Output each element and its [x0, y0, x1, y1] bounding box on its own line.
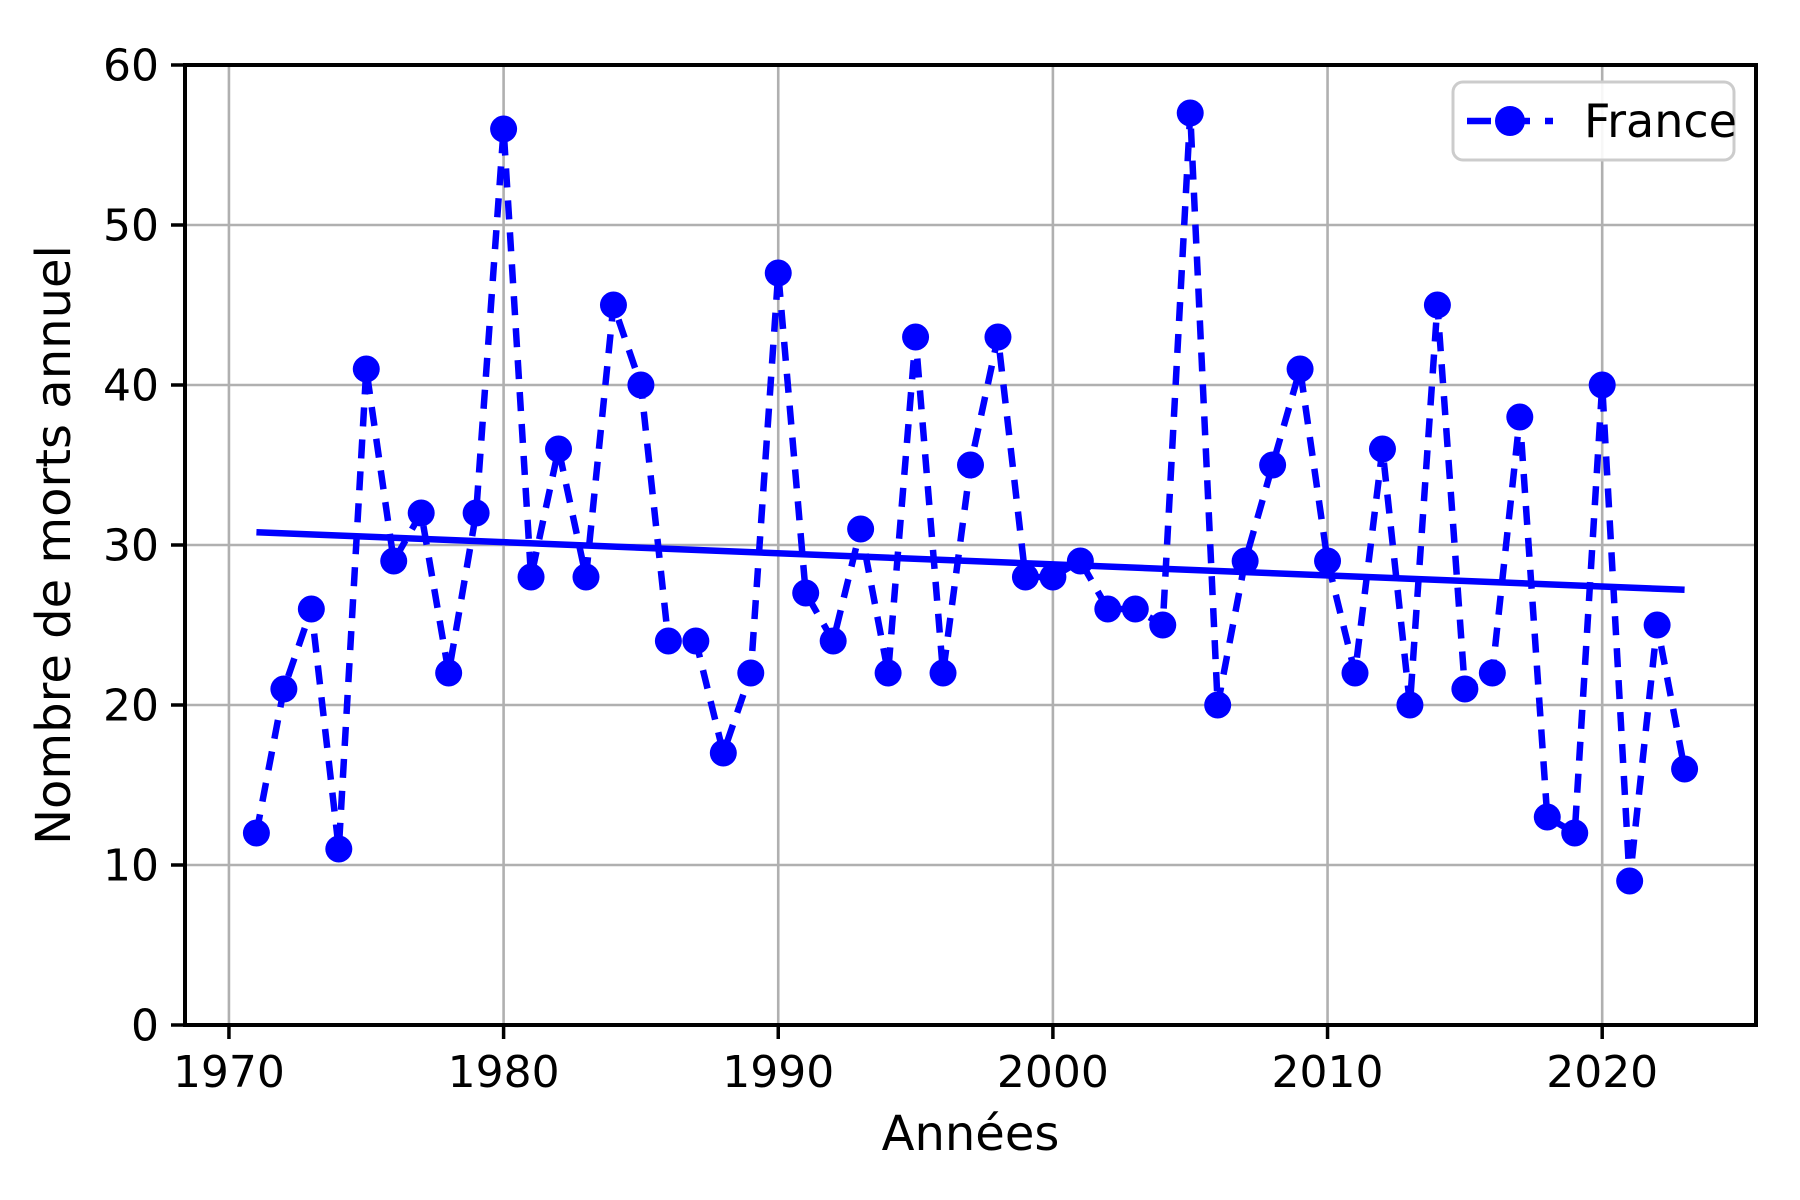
legend-label: France: [1584, 94, 1737, 148]
data-point-marker: [407, 499, 435, 527]
data-point-marker: [1671, 755, 1699, 783]
data-point-marker: [462, 499, 490, 527]
data-point-marker: [984, 323, 1012, 351]
data-point-marker: [1039, 563, 1067, 591]
y-tick-label: 10: [103, 840, 159, 891]
x-tick-labels: 1970 1980 1990 2000 2010 2020: [173, 1047, 1658, 1098]
data-point-marker: [490, 115, 518, 143]
data-point-marker: [517, 563, 545, 591]
data-point-marker: [847, 515, 875, 543]
data-point-marker: [764, 259, 792, 287]
y-axis-label: Nombre de morts annuel: [26, 245, 82, 845]
data-point-marker: [599, 291, 627, 319]
data-point-marker: [709, 739, 737, 767]
data-point-marker: [1259, 451, 1287, 479]
data-point-marker: [1396, 691, 1424, 719]
data-point-marker: [1176, 99, 1204, 127]
data-point-marker: [1561, 819, 1589, 847]
data-point-marker: [929, 659, 957, 687]
x-tick-label: 1990: [722, 1047, 834, 1098]
y-tick-label: 50: [103, 200, 159, 251]
data-point-marker: [1506, 403, 1534, 431]
trend-line: [256, 528, 1685, 594]
data-point-marker: [957, 451, 984, 479]
data-point-marker: [819, 627, 847, 655]
data-point-marker: [1533, 803, 1561, 831]
y-tick-label: 0: [131, 1000, 159, 1051]
legend: France: [1451, 80, 1737, 162]
france-series-markers: [242, 99, 1699, 895]
data-point-marker: [435, 659, 463, 687]
y-tick-label: 20: [103, 680, 159, 731]
data-point-marker: [1423, 291, 1451, 319]
y-tick-labels: 0 10 20 30 40 50 60: [103, 40, 159, 1051]
x-axis-label: Années: [882, 1106, 1060, 1162]
data-point-marker: [1286, 355, 1314, 383]
legend-box: [1451, 80, 1736, 162]
tick-marks: [171, 63, 1604, 1039]
data-point-marker: [270, 675, 298, 703]
x-tick-label: 2000: [997, 1047, 1109, 1098]
y-tick-label: 40: [103, 360, 159, 411]
data-point-marker: [242, 819, 270, 847]
data-point-marker: [654, 627, 682, 655]
data-point-marker: [325, 835, 353, 863]
data-point-marker: [380, 547, 408, 575]
data-point-marker: [627, 371, 655, 399]
data-point-marker: [1094, 595, 1122, 623]
y-tick-label: 60: [103, 40, 159, 91]
data-point-marker: [1121, 595, 1149, 623]
data-point-marker: [792, 579, 820, 607]
data-point-marker: [1478, 659, 1506, 687]
data-point-marker: [1451, 675, 1479, 703]
data-point-marker: [737, 659, 765, 687]
x-tick-label: 2010: [1272, 1047, 1384, 1098]
data-point-marker: [874, 659, 902, 687]
data-point-marker: [1616, 867, 1644, 895]
data-point-marker: [902, 323, 930, 351]
data-point-marker: [682, 627, 710, 655]
data-point-marker: [1149, 611, 1177, 639]
data-point-marker: [297, 595, 325, 623]
x-tick-label: 2020: [1546, 1047, 1658, 1098]
data-point-marker: [1231, 547, 1259, 575]
data-point-marker: [1643, 611, 1671, 639]
data-point-marker: [352, 355, 380, 383]
data-point-marker: [1314, 547, 1342, 575]
data-point-marker: [1588, 371, 1616, 399]
data-point-marker: [1011, 563, 1039, 591]
data-point-marker: [1341, 659, 1369, 687]
data-point-marker: [572, 563, 600, 591]
data-point-marker: [1066, 547, 1094, 575]
y-tick-label: 30: [103, 520, 159, 571]
data-point-marker: [1368, 435, 1396, 463]
x-tick-label: 1970: [173, 1047, 285, 1098]
data-point-marker: [545, 435, 573, 463]
data-point-marker: [1204, 691, 1232, 719]
legend-sample-marker: [1495, 106, 1525, 136]
x-tick-label: 1980: [448, 1047, 560, 1098]
